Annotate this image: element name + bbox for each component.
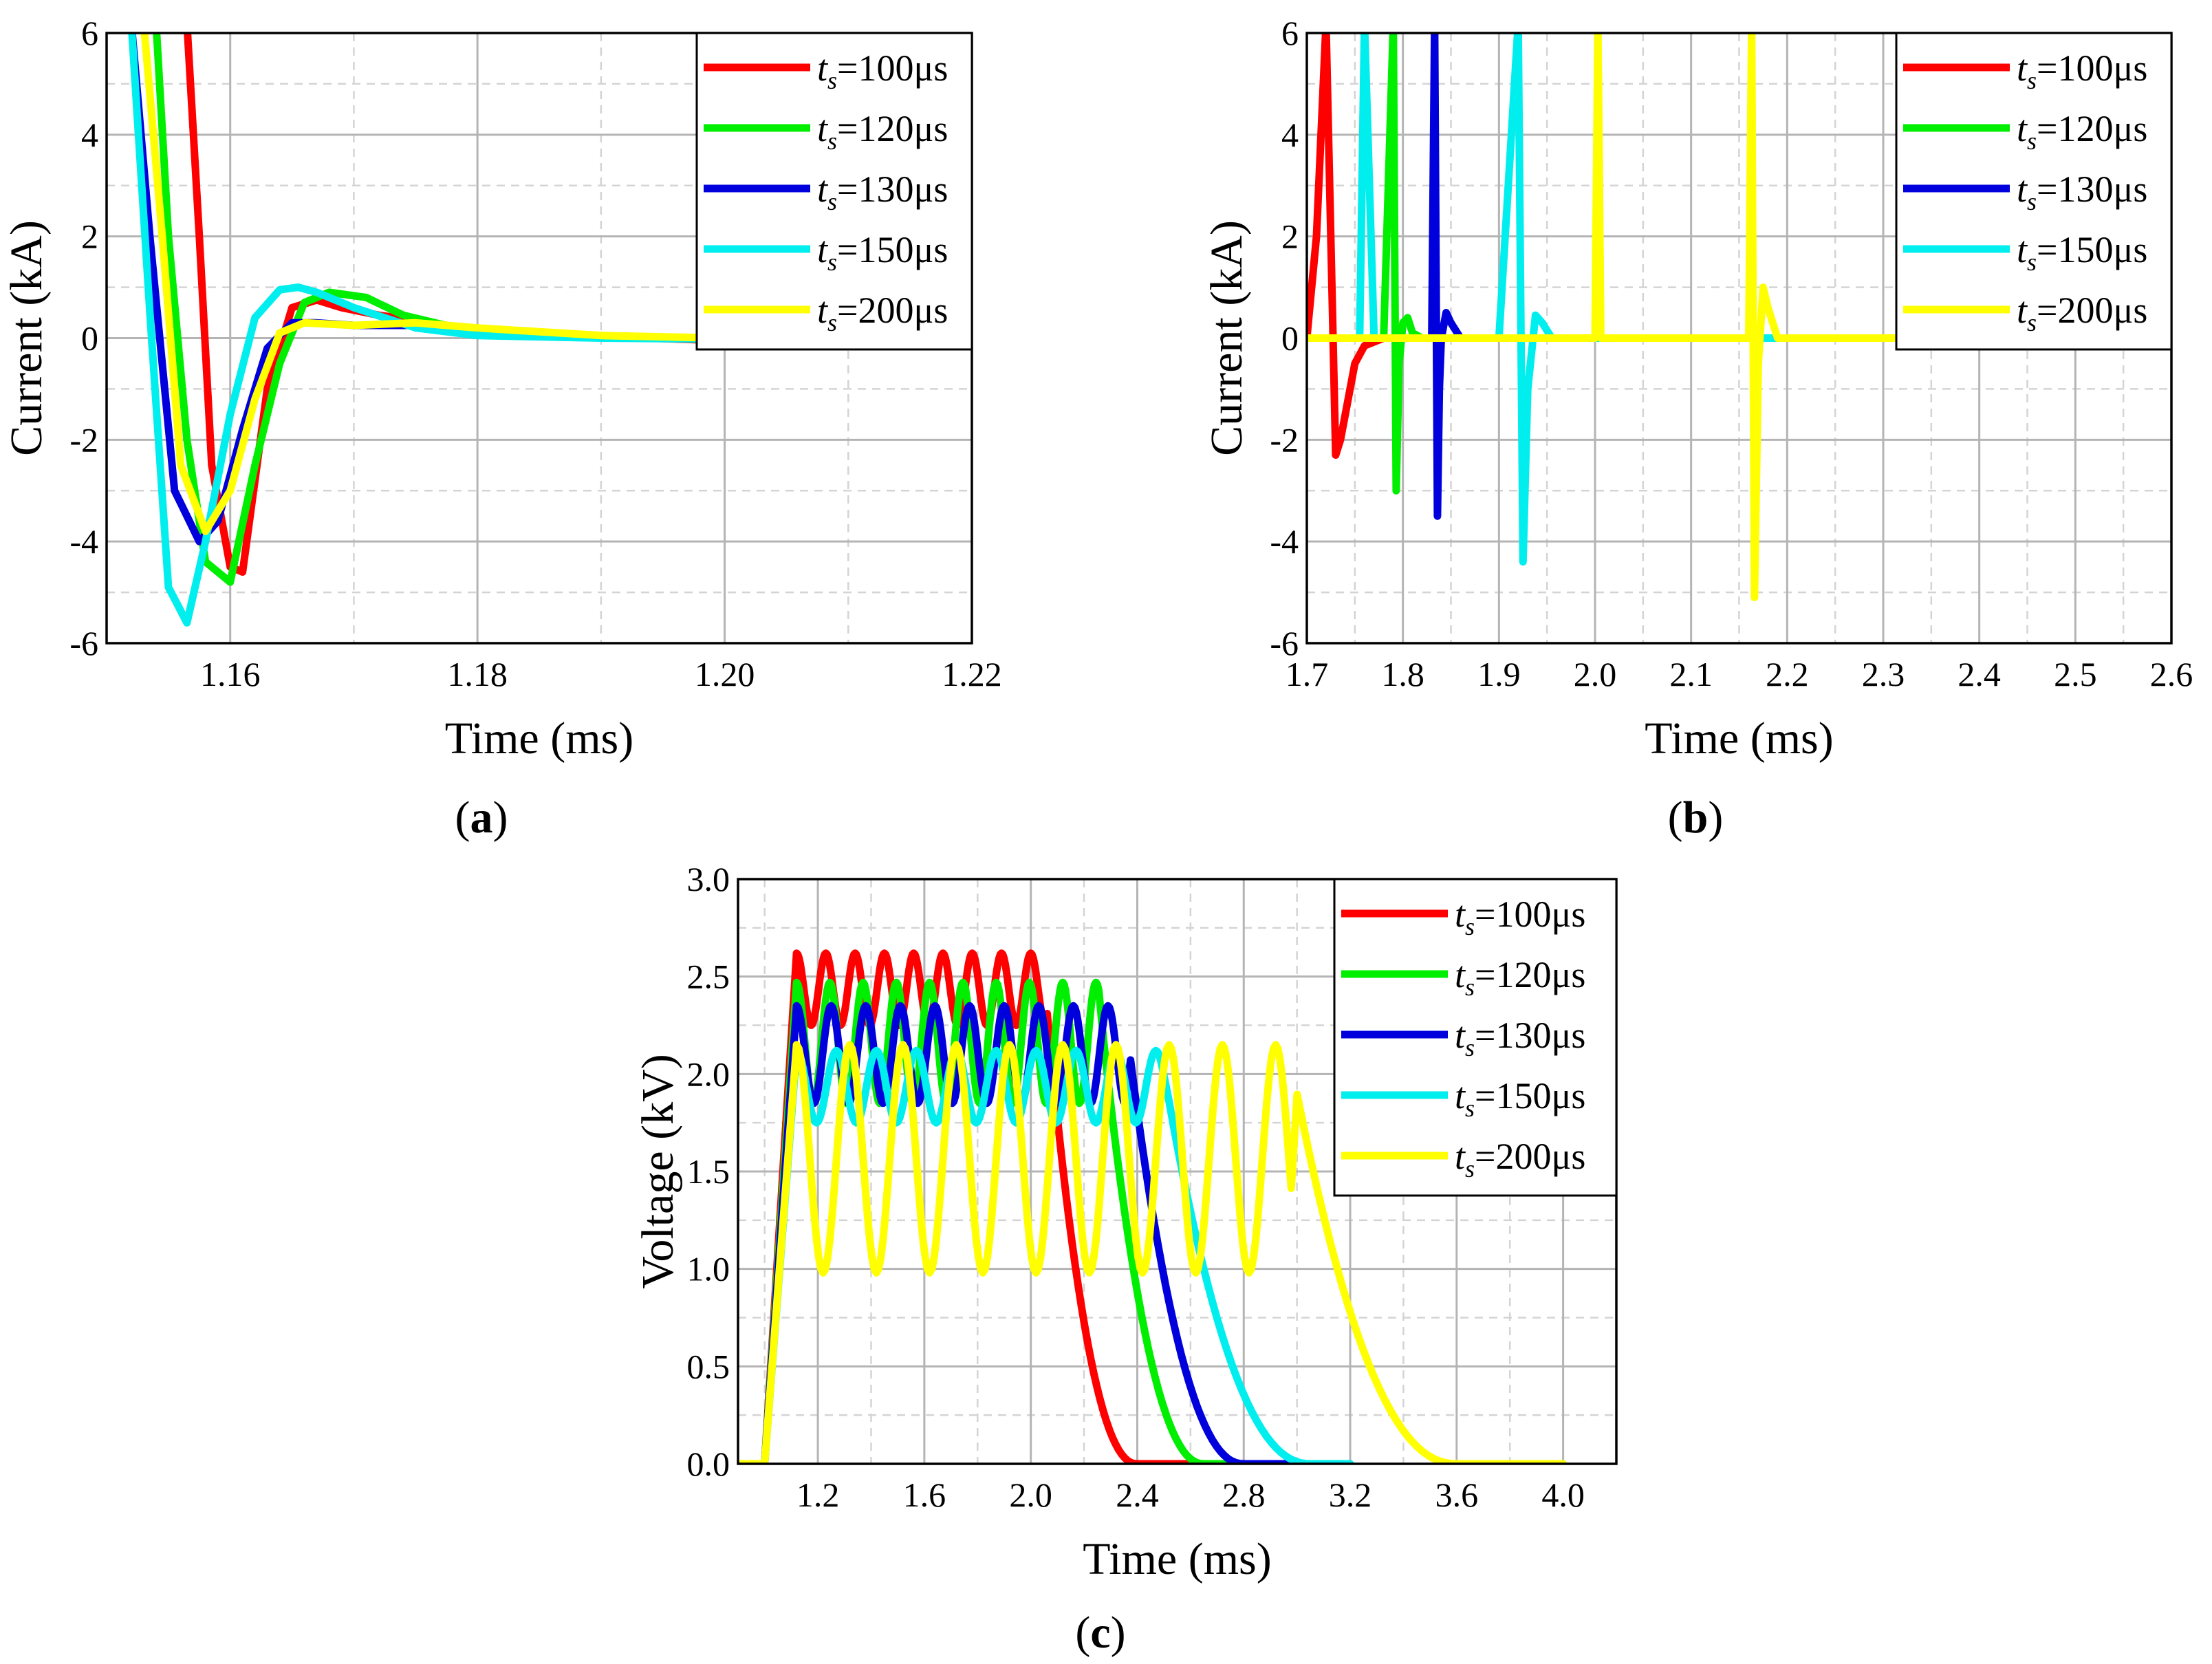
x-tick-label: 1.18: [447, 655, 508, 693]
series-line-5: [1307, 33, 2171, 601]
y-tick-label: 0: [1281, 319, 1299, 358]
x-tick-label: 2.2: [1766, 655, 1809, 693]
legend-label: ts=120μs: [1455, 954, 1585, 1001]
y-tick-label: 2.0: [687, 1055, 730, 1093]
legend-label: ts=200μs: [2017, 290, 2147, 336]
legend-label: ts=200μs: [817, 290, 948, 336]
legend-label: ts=150μs: [2017, 229, 2147, 276]
panel-label: (c): [1075, 1608, 1125, 1658]
legend: ts=100μs ts=120μs ts=130μs ts=150μs ts=200μs: [695, 32, 973, 351]
x-tick-label: 2.6: [2150, 655, 2193, 693]
x-tick-label: 2.1: [1669, 655, 1713, 693]
y-tick-label: 2.5: [687, 958, 730, 996]
x-tick-label: 1.2: [796, 1476, 840, 1514]
legend-label: ts=120μs: [817, 108, 948, 155]
y-tick-label: 2: [1281, 217, 1299, 256]
panel-label: (a): [455, 792, 508, 843]
series-group: [738, 949, 1568, 1464]
x-tick-label: 3.2: [1329, 1476, 1372, 1514]
legend-label: ts=200μs: [1455, 1136, 1585, 1182]
x-tick-label: 1.8: [1381, 655, 1424, 693]
series-line-1: [1307, 33, 1407, 459]
y-tick-label: -2: [1270, 420, 1299, 459]
series-group: [1307, 33, 2171, 601]
y-axis-label: Current (kA): [1202, 220, 1252, 456]
series-line-5: [738, 1041, 1568, 1464]
x-tick-label: 2.0: [1574, 655, 1617, 693]
x-tick-label: 2.4: [1116, 1476, 1159, 1514]
y-tick-label: 1.0: [687, 1250, 730, 1288]
y-tick-label: 0.5: [687, 1347, 730, 1385]
x-tick-label: 2.3: [1862, 655, 1905, 693]
x-axis-label: Time (ms): [1645, 713, 1833, 764]
y-tick-label: 3.0: [687, 860, 730, 898]
legend: ts=100μs ts=120μs ts=130μs ts=150μs ts=200μs: [1333, 878, 1618, 1197]
y-tick-label: 4: [81, 116, 98, 154]
x-tick-label: 2.4: [1958, 655, 2001, 693]
series-line-2: [153, 33, 729, 586]
series-line-5: [140, 33, 729, 535]
legend-label: ts=100μs: [1455, 894, 1585, 940]
y-tick-label: 2: [81, 217, 98, 256]
legend-label: ts=130μs: [1455, 1015, 1585, 1061]
y-tick-label: -6: [1270, 624, 1299, 662]
x-tick-label: 3.6: [1435, 1476, 1479, 1514]
legend-label: ts=150μs: [1455, 1075, 1585, 1122]
y-axis-label: Current (kA): [1, 220, 52, 456]
series-group: [128, 33, 729, 627]
x-tick-label: 4.0: [1541, 1476, 1585, 1514]
y-tick-label: 6: [1281, 14, 1299, 52]
panel-c: 1.2 1.6 2.0 2.4 2.8 3.2 3.6 4.0 0.0 0.5 1.0 1.5 2.0 2…: [633, 860, 1618, 1658]
y-tick-label: -6: [69, 624, 98, 662]
x-tick-label: 1.9: [1477, 655, 1521, 693]
x-tick-label: 1.20: [695, 655, 755, 693]
panel-a: 1.16 1.18 1.20 1.22 -6 -4 -2 0 2 4 6 Time (ms) Curre…: [1, 14, 1002, 843]
legend-label: ts=120μs: [2017, 108, 2147, 155]
x-tick-label: 1.6: [903, 1476, 946, 1514]
x-tick-label: 1.16: [200, 655, 261, 693]
panel-b: 1.7 1.8 1.9 2.0 2.1 2.2 2.3 2.4 2.5 2.6 -6 -4 -2 0 2 4 6…: [1202, 14, 2193, 843]
x-axis-label: Time (ms): [1083, 1534, 1271, 1584]
legend-label: ts=100μs: [817, 47, 948, 94]
y-tick-label: -4: [69, 522, 98, 561]
x-tick-label: 2.8: [1222, 1476, 1266, 1514]
x-tick-label: 2.0: [1009, 1476, 1052, 1514]
panel-label: (b): [1668, 792, 1724, 843]
series-line-4: [128, 33, 729, 627]
y-tick-label: 6: [81, 14, 98, 52]
legend-label: ts=100μs: [2017, 47, 2147, 94]
series-line-1: [738, 949, 1301, 1464]
y-tick-label: 0: [81, 319, 98, 358]
legend: ts=100μs ts=120μs ts=130μs ts=150μs ts=200μs: [1895, 32, 2173, 351]
legend-label: ts=130μs: [2017, 169, 2147, 215]
y-tick-label: -2: [69, 420, 98, 459]
x-tick-label: 1.22: [942, 655, 1002, 693]
x-tick-label: 2.5: [2054, 655, 2097, 693]
x-axis-label: Time (ms): [445, 713, 633, 764]
legend-label: ts=150μs: [817, 229, 948, 276]
series-line-3: [1307, 33, 1599, 520]
y-tick-label: -4: [1270, 522, 1299, 561]
y-tick-label: 4: [1281, 116, 1299, 154]
y-axis-label: Voltage (kV): [633, 1054, 683, 1289]
legend-label: ts=130μs: [817, 169, 948, 215]
y-tick-label: 1.5: [687, 1152, 730, 1191]
y-tick-label: 0.0: [687, 1445, 730, 1483]
x-tick-label: 1.7: [1286, 655, 1329, 693]
series-line-1: [184, 33, 729, 576]
